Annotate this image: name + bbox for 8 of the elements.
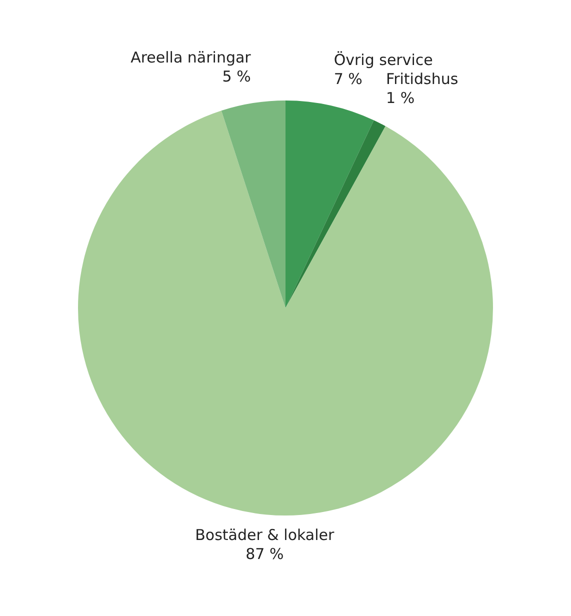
data-label: 5 % — [222, 68, 251, 86]
data-label: 7 % — [334, 70, 362, 88]
slice-label: Övrig service — [334, 51, 433, 70]
slice-label: Areella näringar — [130, 48, 252, 67]
data-label: 1 % — [386, 89, 415, 108]
data-label: 87 % — [246, 544, 284, 563]
slice-label: Fritidshus — [386, 70, 458, 88]
slice-label: Bostäder & lokaler — [195, 526, 335, 544]
